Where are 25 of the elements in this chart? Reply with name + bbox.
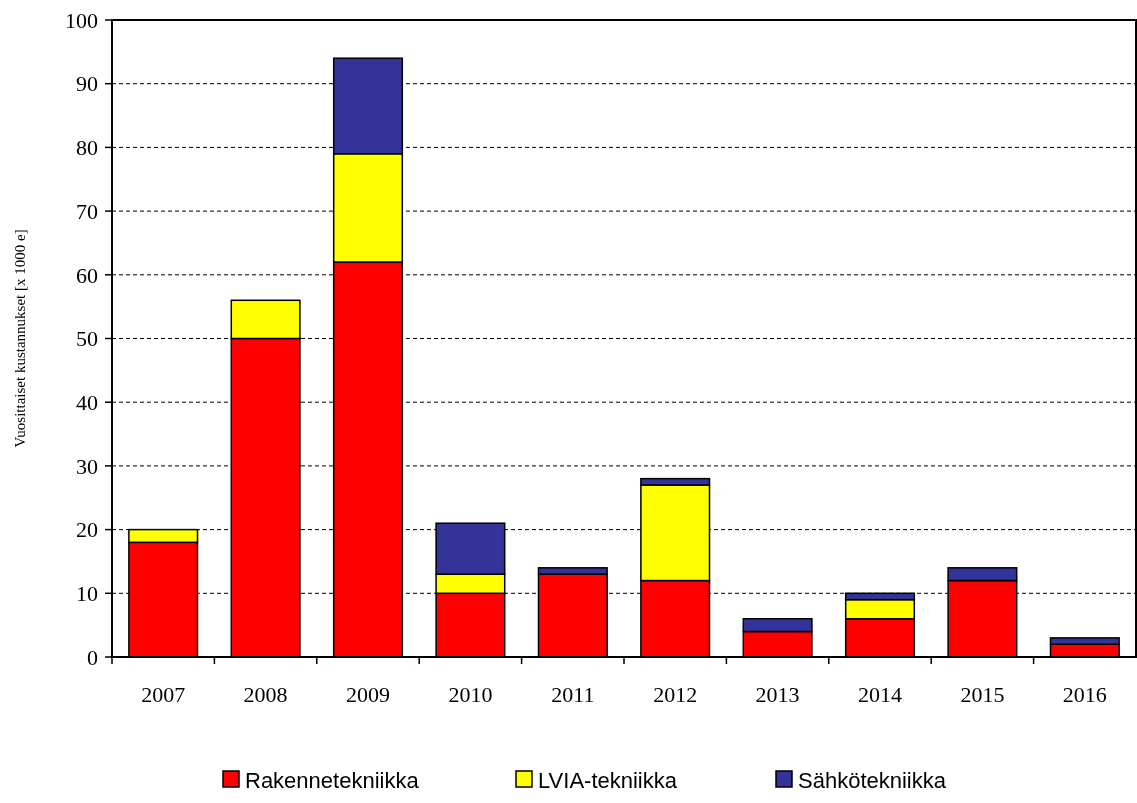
x-tick-label: 2013 bbox=[755, 682, 800, 707]
x-tick-label: 2009 bbox=[346, 682, 390, 707]
y-tick-label: 30 bbox=[76, 453, 98, 479]
x-tick-label: 2014 bbox=[858, 682, 902, 707]
y-tick-label: 50 bbox=[76, 326, 98, 352]
y-tick-label: 70 bbox=[76, 198, 98, 224]
y-tick-label: 20 bbox=[76, 517, 98, 543]
y-tick-label: 100 bbox=[65, 7, 98, 33]
legend-label: Rakennetekniikka bbox=[245, 767, 420, 793]
legend-label: LVIA-tekniikka bbox=[538, 767, 678, 793]
y-tick-label: 80 bbox=[76, 135, 98, 161]
y-tick-label: 0 bbox=[87, 644, 98, 670]
y-tick-label: 60 bbox=[76, 262, 98, 288]
x-tick-label: 2011 bbox=[551, 682, 595, 707]
x-tick-label: 2010 bbox=[448, 682, 493, 707]
y-tick-label: 90 bbox=[76, 71, 98, 97]
x-tick-label: 2008 bbox=[243, 682, 288, 707]
x-tick-label: 2007 bbox=[141, 682, 186, 707]
y-axis-title: Vuosittaiset kustannukset [x 1000 e] bbox=[12, 229, 28, 448]
y-tick-label: 10 bbox=[76, 581, 98, 606]
x-tick-label: 2016 bbox=[1062, 682, 1107, 707]
x-tick-label: 2015 bbox=[960, 682, 1005, 707]
x-tick-label: 2012 bbox=[653, 682, 698, 707]
legend-label: Sähkötekniikka bbox=[798, 767, 947, 793]
y-tick-label: 40 bbox=[76, 389, 98, 415]
